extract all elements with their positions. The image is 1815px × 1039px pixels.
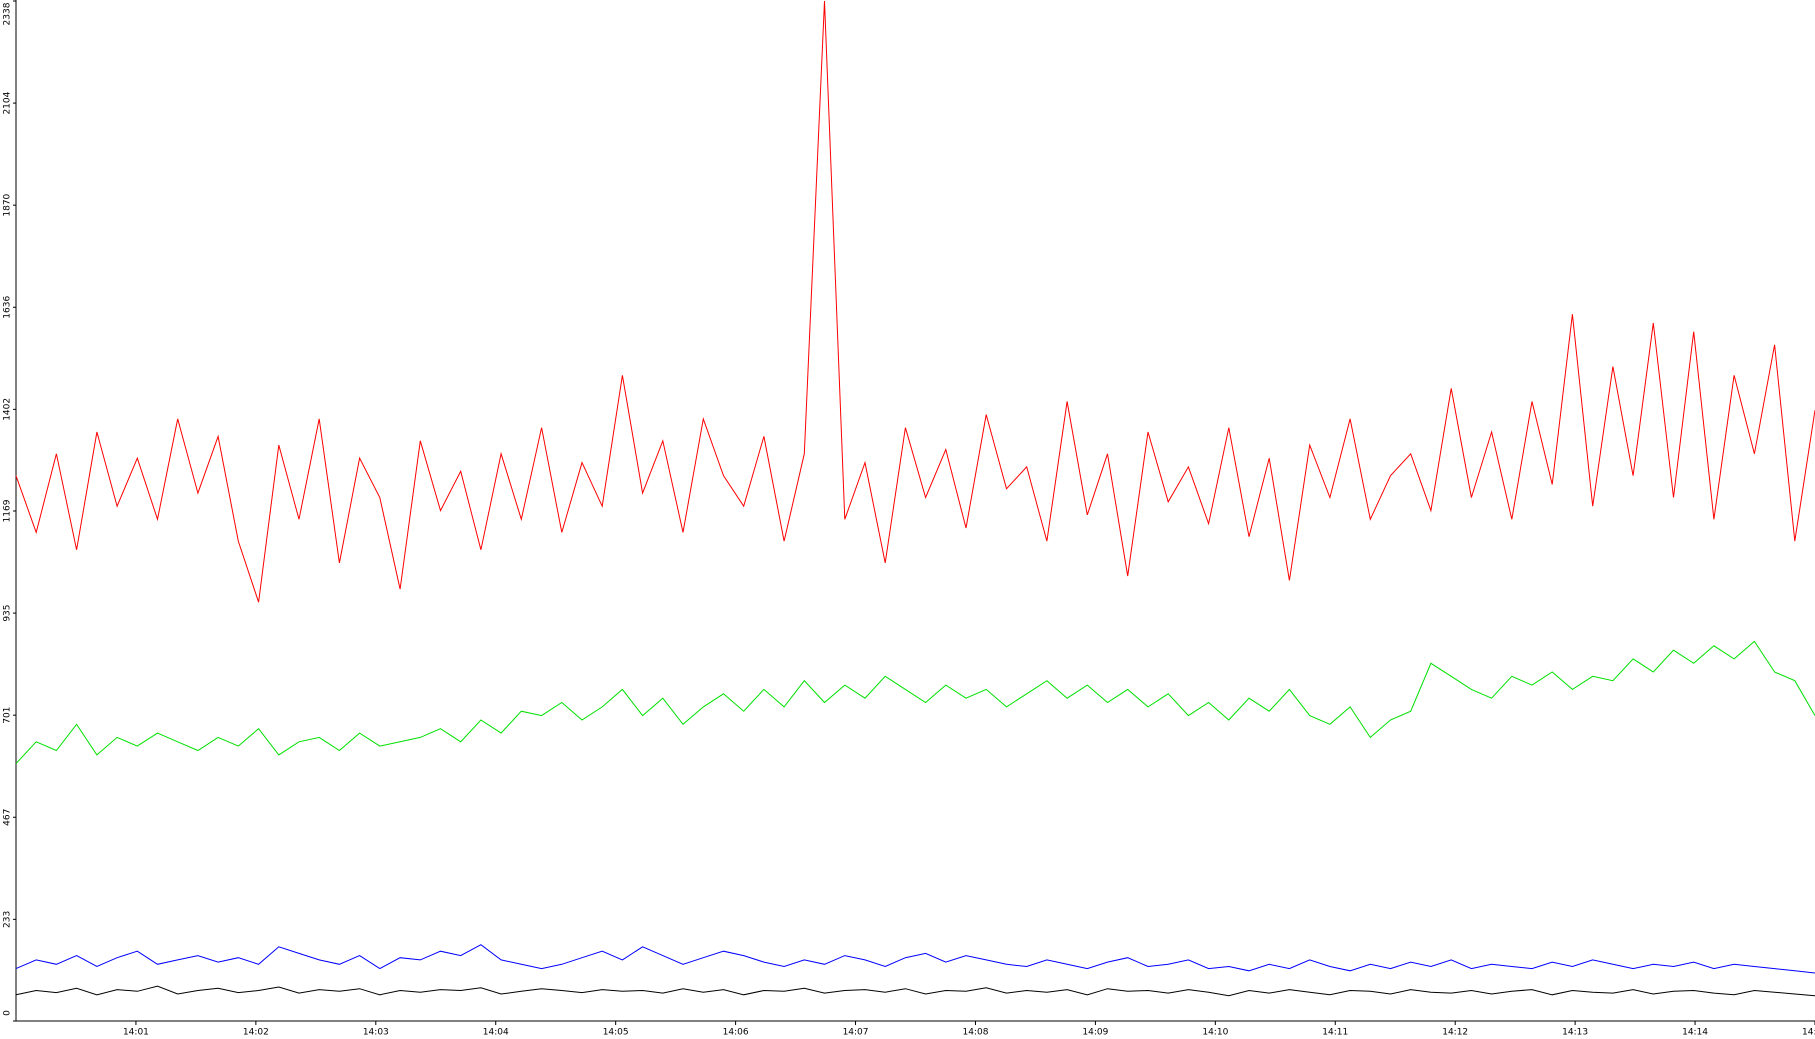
x-tick-label: 14:14: [1682, 1028, 1708, 1038]
x-tick-label: 14:09: [1082, 1028, 1108, 1038]
x-tick-label: 14:04: [483, 1028, 509, 1038]
x-tick-label: 14:06: [723, 1028, 749, 1038]
x-tick-label: 14:01: [123, 1028, 149, 1038]
x-tick-label: 14:11: [1322, 1028, 1348, 1038]
x-tick-label: 14:13: [1562, 1028, 1588, 1038]
x-tick-label: 14:02: [243, 1028, 269, 1038]
y-tick-label: 0: [3, 1010, 13, 1016]
x-tick-label: 14:08: [962, 1028, 988, 1038]
x-tick-label: 14:12: [1442, 1028, 1468, 1038]
series-line: [15, 0, 1815, 603]
series-line: [15, 944, 1815, 974]
x-tick-label: 14:07: [843, 1028, 869, 1038]
y-tick-label: 1636: [3, 296, 13, 319]
y-tick-label: 2338: [3, 2, 13, 25]
x-tick-label: 14:15: [1802, 1028, 1815, 1038]
y-tick-label: 701: [3, 707, 13, 724]
y-tick-label: 1169: [3, 499, 13, 522]
y-tick-label: 2104: [3, 91, 13, 114]
x-tick-label: 14:10: [1202, 1028, 1228, 1038]
y-tick-label: 1870: [3, 193, 13, 216]
y-tick-label: 935: [3, 604, 13, 621]
y-tick-label: 1402: [3, 398, 13, 421]
x-tick-label: 14:03: [363, 1028, 389, 1038]
y-tick-label: 233: [3, 911, 13, 928]
y-tick-label: 467: [3, 809, 13, 826]
series-line: [15, 985, 1815, 997]
series-line: [15, 640, 1815, 764]
x-tick-label: 14:05: [603, 1028, 629, 1038]
